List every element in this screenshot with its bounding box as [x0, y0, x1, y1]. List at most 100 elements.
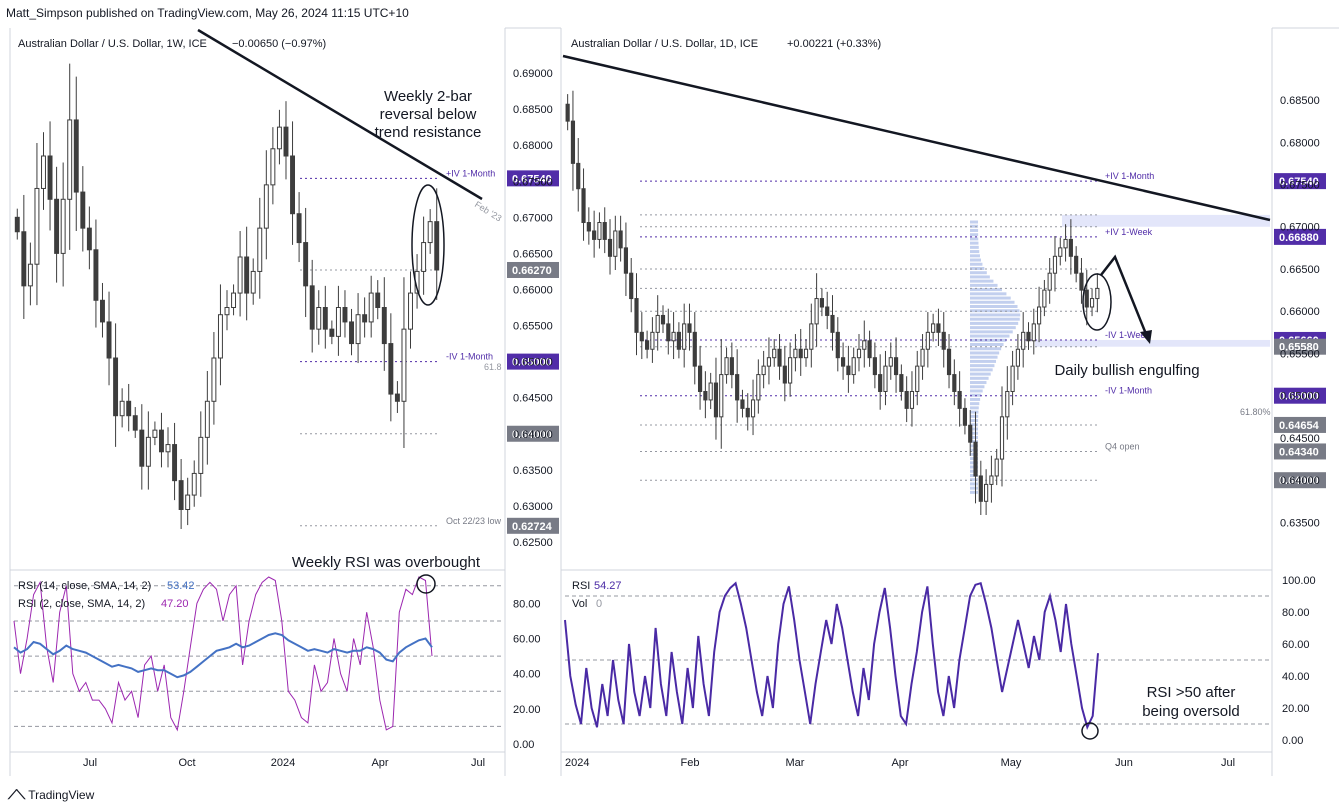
candle-up: [34, 187, 40, 265]
weekly-price-axis: 0.69000 0.68500 0.68000 0.67500 0.67000 0.665…: [513, 68, 553, 549]
volume-profile-bar: [970, 427, 979, 431]
weekly-rsi-annotation: Weekly RSI was overbought: [292, 554, 481, 571]
level-label: +IV 1-Week: [1105, 227, 1153, 237]
range-box: [1062, 214, 1270, 227]
candle-down: [819, 298, 824, 308]
daily-arrow-head: [1140, 330, 1152, 344]
candle-down: [172, 444, 178, 482]
volume-profile-bar: [970, 381, 987, 385]
price-tag: [507, 425, 559, 442]
candle-down: [178, 480, 184, 510]
candle-up: [1005, 390, 1010, 418]
candle-down: [244, 256, 250, 294]
candle-up: [888, 357, 893, 367]
candle-down: [47, 155, 53, 200]
volume-profile-bar: [970, 486, 978, 490]
candle-up: [335, 307, 341, 337]
candle-up: [613, 230, 618, 257]
weekly-feb23-label: Feb '23: [473, 199, 504, 223]
candle-up: [355, 314, 361, 345]
candle-up: [152, 429, 158, 438]
candle-down: [973, 441, 978, 477]
candle-down: [1068, 238, 1073, 257]
level-label: +IV 1-Month: [1105, 171, 1154, 181]
candle-up: [204, 400, 210, 438]
rsi-tick-label: 20.00: [513, 704, 541, 716]
candle-up: [1036, 306, 1042, 325]
daily-rsi-annotation-2: being oversold: [1142, 703, 1240, 720]
price-tick-label: 0.67000: [1280, 222, 1320, 234]
volume-profile-bar: [970, 423, 979, 427]
volume-profile-bar: [970, 343, 1004, 347]
price-tag: [507, 517, 559, 534]
price-tick-label: 0.68500: [513, 104, 553, 116]
volume-profile-bar: [970, 313, 1021, 317]
price-tick-label: 0.64500: [513, 393, 553, 405]
rsi-tick-label: 40.00: [513, 669, 541, 681]
candle-down: [602, 222, 607, 240]
candle-up: [708, 382, 713, 401]
level-label: Q4 open: [1105, 441, 1140, 451]
price-tag: [1274, 387, 1326, 404]
volume-profile-bar: [970, 233, 979, 237]
daily-candles: [565, 90, 1100, 515]
candle-down: [21, 231, 27, 287]
candle-up: [793, 348, 798, 359]
candle-down: [623, 247, 629, 274]
candle-up: [761, 365, 766, 376]
candle-up: [989, 475, 994, 485]
time-tick-label: Jul: [471, 757, 485, 769]
candle-up: [671, 331, 676, 342]
price-tick-label: 0.64000: [513, 429, 553, 441]
candle-down: [899, 374, 904, 392]
volume-profile-bar: [970, 410, 979, 414]
volume-profile-bar: [970, 279, 994, 283]
volume-profile-bar: [970, 283, 998, 287]
candle-up: [67, 119, 73, 200]
rsi-tick-label: 100.00: [1282, 575, 1316, 587]
candle-up: [1015, 348, 1020, 367]
candle-down: [158, 429, 164, 453]
volume-profile-bar: [970, 364, 995, 368]
candle-up: [682, 323, 687, 350]
weekly-change: −0.00650 (−0.97%): [232, 38, 326, 50]
price-tag: [507, 353, 559, 370]
volume-profile-bar: [970, 300, 1015, 304]
candle-up: [368, 292, 374, 323]
volume-profile-bar: [970, 338, 1007, 342]
time-tick-label: Apr: [891, 757, 908, 769]
weekly-fib-label: 61.8: [484, 362, 502, 372]
daily-fib-label: 61.80%: [1240, 407, 1271, 417]
weekly-annotation-3: trend resistance: [375, 124, 482, 141]
daily-volume-profile: [970, 214, 1270, 494]
candle-down: [687, 323, 692, 333]
candle-up: [237, 256, 243, 294]
price-tick-label: 0.65000: [513, 357, 553, 369]
candle-down: [132, 415, 138, 431]
candle-down: [830, 314, 835, 333]
daily-price-axis: 0.68500 0.68000 0.67500 0.67000 0.66500 0.660…: [1280, 95, 1320, 529]
candle-down: [1074, 255, 1079, 274]
volume-profile-bar: [970, 288, 1002, 292]
volume-profile-bar: [970, 397, 981, 401]
candle-down: [835, 331, 840, 359]
candle-down: [872, 357, 877, 376]
candle-up: [994, 458, 999, 477]
volume-profile-bar: [970, 478, 978, 482]
daily-trendline: [562, 54, 1271, 222]
candle-up: [191, 472, 197, 496]
candle-up: [41, 155, 46, 189]
price-tick-label: 0.67500: [1280, 180, 1320, 192]
daily-vol-value: 0: [596, 598, 602, 610]
price-tag-label: 0.65580: [1279, 342, 1319, 354]
candle-down: [745, 407, 750, 418]
price-tag: [1274, 338, 1326, 355]
rsi-tick-label: 0.00: [1282, 735, 1303, 747]
price-tag-label: 0.65000: [1279, 391, 1319, 403]
candle-down: [394, 393, 400, 402]
weekly-annotation-1: Weekly 2-bar: [384, 88, 472, 105]
candle-down: [86, 227, 92, 251]
price-tick-label: 0.69000: [513, 68, 553, 80]
volume-profile-bar: [970, 389, 983, 393]
volume-profile-bar: [970, 296, 1011, 300]
